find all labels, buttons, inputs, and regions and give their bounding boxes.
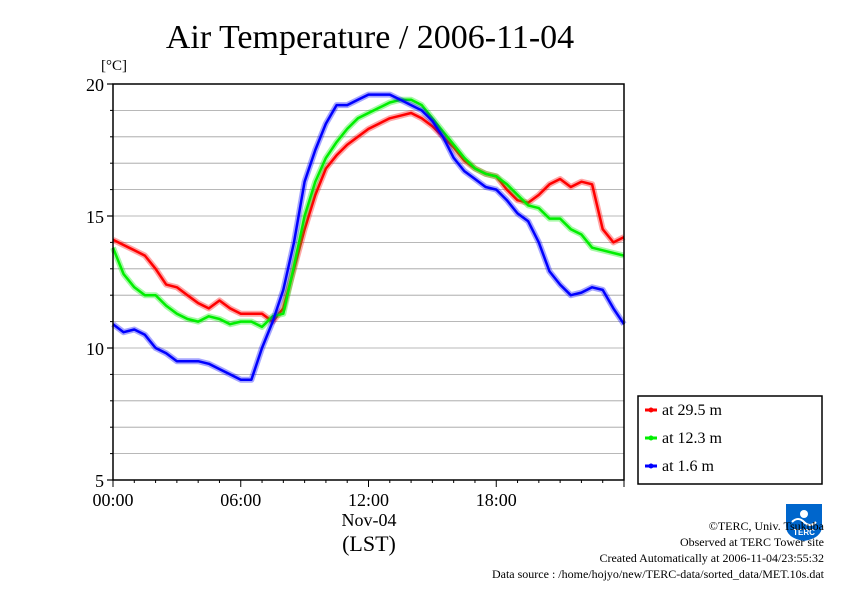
y-tick-label: 10 — [86, 339, 104, 359]
footer-created: Created Automatically at 2006-11-04/23:5… — [599, 551, 824, 565]
legend-marker — [648, 435, 654, 441]
footer-site: Observed at TERC Tower site — [679, 535, 824, 549]
grid-lines — [113, 110, 624, 455]
footer: ©TERC, Univ. Tsukuba Observed at TERC To… — [492, 518, 824, 582]
x-axis-label: (LST) — [342, 531, 396, 556]
legend-label: at 29.5 m — [662, 402, 723, 419]
chart-title: Air Temperature / 2006-11-04 — [166, 19, 574, 56]
y-tick-label: 15 — [86, 207, 104, 227]
legend-box — [637, 395, 823, 485]
terc-logo-icon: TERC — [786, 504, 822, 541]
footer-source: Data source : /home/hojyo/new/TERC-data/… — [491, 567, 824, 581]
x-tick-label: 06:00 — [220, 490, 261, 510]
legend: at 29.5 m at 12.3 m at 1.6 m — [637, 395, 823, 485]
series-line — [111, 98, 625, 329]
legend-label: at 12.3 m — [662, 430, 723, 447]
y-tick-label: 5 — [95, 471, 104, 491]
series-band — [111, 91, 627, 383]
plot-frame — [112, 83, 625, 481]
logo-text: TERC — [793, 528, 815, 537]
y-tick-label: 20 — [86, 75, 104, 95]
x-axis: 00:00 06:00 12:00 18:00 — [92, 480, 625, 510]
series-layer — [110, 91, 627, 383]
series-band — [110, 96, 625, 330]
series-line — [112, 93, 626, 381]
x-tick-label: 18:00 — [476, 490, 517, 510]
legend-marker — [648, 407, 654, 413]
x-tick-label: 12:00 — [348, 490, 389, 510]
y-axis: 5 10 15 20 — [86, 75, 113, 491]
series-line — [112, 111, 625, 323]
x-tick-label: 00:00 — [92, 490, 133, 510]
legend-label: at 1.6 m — [662, 458, 715, 475]
x-date-label: Nov-04 — [342, 510, 397, 530]
legend-marker — [648, 463, 654, 469]
y-unit-label: [°C] — [101, 58, 127, 74]
footer-copyright: ©TERC, Univ. Tsukuba — [708, 519, 824, 533]
